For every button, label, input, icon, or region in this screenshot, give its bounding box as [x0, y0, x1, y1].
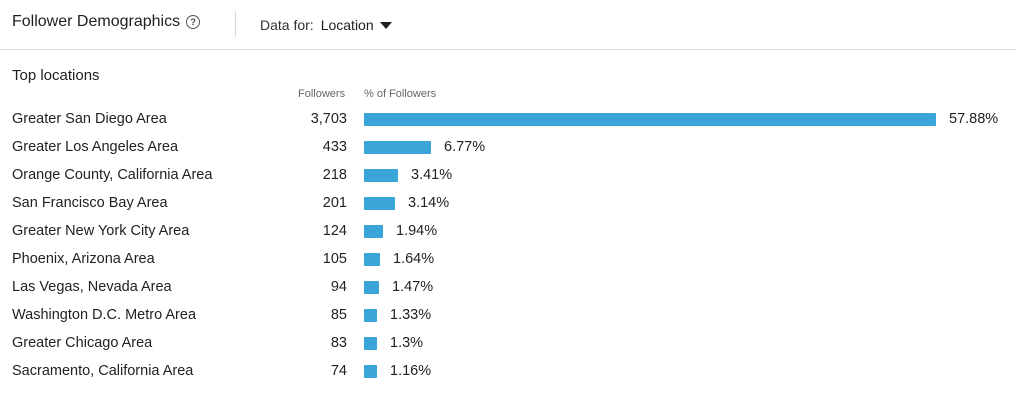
location-row: Phoenix, Arizona Area 105 1.64%: [0, 250, 1016, 278]
percent-bar: [364, 141, 431, 154]
percent-bar: [364, 337, 377, 350]
percent-bar: [364, 365, 377, 378]
follower-count: 74: [330, 363, 347, 379]
percent-label: 6.77%: [444, 139, 486, 155]
location-name: San Francisco Bay Area: [12, 195, 168, 211]
percent-bar: [364, 197, 395, 210]
percent-label: 1.64%: [393, 251, 435, 267]
percent-bar: [364, 309, 377, 322]
column-header-followers: Followers: [298, 88, 346, 100]
location-name: Washington D.C. Metro Area: [12, 307, 197, 323]
location-row: Greater Los Angeles Area 433 6.77%: [0, 138, 1016, 166]
location-name: Greater Los Angeles Area: [12, 139, 179, 155]
page-header: Follower Demographics ? Data for: Locati…: [0, 0, 1016, 50]
percent-bar: [364, 281, 379, 294]
percent-label: 1.3%: [390, 335, 424, 351]
page-title-text: Follower Demographics: [12, 13, 181, 30]
percent-label: 57.88%: [949, 111, 999, 127]
percent-label: 1.16%: [390, 363, 432, 379]
percent-label: 3.41%: [411, 167, 453, 183]
location-row: Washington D.C. Metro Area 85 1.33%: [0, 306, 1016, 334]
follower-count: 94: [330, 279, 347, 295]
location-name: Sacramento, California Area: [12, 363, 194, 379]
follower-count: 201: [322, 195, 347, 211]
percent-bar: [364, 225, 383, 238]
location-row: Las Vegas, Nevada Area 94 1.47%: [0, 278, 1016, 306]
location-name: Las Vegas, Nevada Area: [12, 279, 172, 295]
location-row: Greater Chicago Area 83 1.3%: [0, 334, 1016, 362]
percent-label: 1.94%: [396, 223, 438, 239]
location-row: Orange County, California Area 218 3.41%: [0, 166, 1016, 194]
follower-count: 85: [330, 307, 347, 323]
location-row: Sacramento, California Area 74 1.16%: [0, 362, 1016, 390]
question-circle-icon[interactable]: ?: [186, 15, 201, 29]
page-title: Follower Demographics ?: [12, 13, 201, 31]
location-name: Greater New York City Area: [12, 223, 190, 239]
follower-count: 124: [322, 223, 347, 239]
caret-down-icon: [379, 22, 392, 29]
follower-count: 218: [322, 167, 347, 183]
percent-bar: [364, 253, 380, 266]
data-for-dropdown[interactable]: Location: [321, 17, 392, 33]
location-name: Phoenix, Arizona Area: [12, 251, 155, 267]
follower-count: 83: [330, 335, 347, 351]
location-name: Orange County, California Area: [12, 167, 213, 183]
location-name: Greater San Diego Area: [12, 111, 167, 127]
location-row: Greater New York City Area 124 1.94%: [0, 222, 1016, 250]
percent-label: 1.33%: [390, 307, 432, 323]
data-for-filter: Data for: Location: [260, 17, 392, 33]
follower-count: 433: [322, 139, 347, 155]
follower-count: 105: [322, 251, 347, 267]
header-divider: [235, 11, 236, 37]
follower-count: 3,703: [310, 111, 347, 127]
percent-bar: [364, 169, 398, 182]
location-row: San Francisco Bay Area 201 3.14%: [0, 194, 1016, 222]
data-for-value: Location: [320, 17, 374, 33]
percent-bar: [364, 113, 936, 126]
section-title: Top locations: [12, 67, 100, 84]
location-row: Greater San Diego Area 3,703 57.88%: [0, 110, 1016, 138]
percent-label: 3.14%: [408, 195, 450, 211]
column-header-percent: % of Followers: [364, 88, 437, 100]
percent-label: 1.47%: [392, 279, 434, 295]
location-name: Greater Chicago Area: [12, 335, 153, 351]
data-for-label: Data for:: [260, 17, 314, 33]
